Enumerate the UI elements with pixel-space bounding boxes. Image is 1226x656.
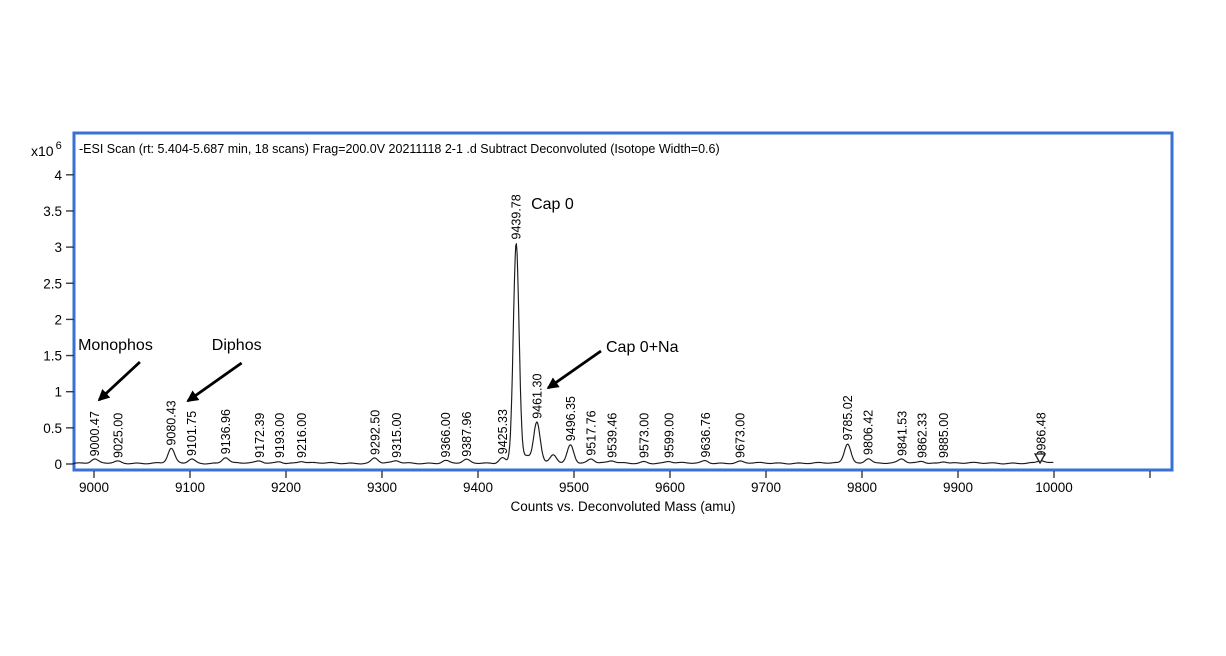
peak-mass-label: 9986.48 xyxy=(1035,412,1049,457)
x-axis-tick-label: 9400 xyxy=(463,480,493,495)
plot-area: 0 0.5 1 1.5 2 2.5 3 3.5 4 9000 9100 9200 9300 9400 950… xyxy=(43,168,1151,495)
plot-frame xyxy=(72,131,1174,472)
peak-mass-label: 9841.53 xyxy=(895,411,909,456)
y-axis-tick-label: 3.5 xyxy=(43,204,62,219)
y-axis-exponent: 6 xyxy=(56,140,62,152)
y-axis-tick-label: 1 xyxy=(54,385,62,400)
peak-mass-label: 9101.75 xyxy=(185,411,199,456)
x-axis-tick-label: 9600 xyxy=(655,480,685,495)
annotation-arrow-diphos xyxy=(186,361,243,403)
peak-mass-label: 9806.42 xyxy=(862,410,876,455)
peak-mass-label: 9366.00 xyxy=(439,412,453,457)
annotation-diphos: Diphos xyxy=(212,337,262,354)
y-axis-tick-label: 4 xyxy=(54,168,62,183)
y-axis-tick-label: 2 xyxy=(54,312,62,327)
peak-mass-label: 9599.00 xyxy=(663,413,677,458)
x-axis-tick-label: 9800 xyxy=(847,480,877,495)
y-axis-multiplier: x10 6 xyxy=(31,140,62,159)
spectrum-trace xyxy=(72,243,1054,465)
peak-mass-label: 9172.39 xyxy=(253,413,267,458)
annotation-cap-0-na: Cap 0+Na xyxy=(606,339,679,356)
y-axis-multiplier-base: x10 xyxy=(31,143,54,159)
annotation-cap-0: Cap 0 xyxy=(531,196,574,213)
x-axis-tick-label: 9900 xyxy=(943,480,973,495)
x-axis-title: Counts vs. Deconvoluted Mass (amu) xyxy=(510,499,735,514)
annotation-arrow-cap-0-na xyxy=(546,349,602,390)
peak-mass-label: 9461.30 xyxy=(530,374,544,419)
peak-mass-label: 9673.00 xyxy=(734,413,748,458)
peak-mass-label: 9193.00 xyxy=(273,413,287,458)
y-axis-tick-label: 0.5 xyxy=(43,421,62,436)
peak-mass-label: 9025.00 xyxy=(112,413,126,458)
y-axis-tick-label: 0 xyxy=(54,457,62,472)
x-axis-tick-label: 9500 xyxy=(559,480,589,495)
peak-mass-label: 9636.76 xyxy=(699,412,713,457)
y-axis-tick-label: 3 xyxy=(54,240,62,255)
peak-mass-label: 9136.96 xyxy=(219,409,233,454)
peak-mass-label: 9425.33 xyxy=(496,409,510,454)
x-axis-tick-label: 9700 xyxy=(751,480,781,495)
peak-mass-label: 9216.00 xyxy=(295,413,309,458)
peak-mass-label: 9439.78 xyxy=(510,194,524,239)
y-axis-tick-label: 1.5 xyxy=(43,349,62,364)
x-axis-tick-label: 10000 xyxy=(1035,480,1073,495)
annotation-monophos: Monophos xyxy=(78,337,153,354)
peak-mass-label: 9862.33 xyxy=(915,413,929,458)
peak-mass-label: 9517.76 xyxy=(585,410,599,455)
annotation-arrow-monophos xyxy=(97,360,141,402)
y-axis-tick-label: 2.5 xyxy=(43,276,62,291)
peak-mass-label: 9292.50 xyxy=(368,410,382,455)
peak-mass-label: 9080.43 xyxy=(165,400,179,445)
peak-mass-label: 9315.00 xyxy=(390,413,404,458)
peak-mass-label: 9785.02 xyxy=(841,395,855,440)
peak-mass-label: 9496.35 xyxy=(564,396,578,441)
reference-marker-triangle xyxy=(1033,453,1047,465)
x-axis-tick-label: 9100 xyxy=(175,480,205,495)
scan-title: -ESI Scan (rt: 5.404-5.687 min, 18 scans… xyxy=(79,142,720,156)
peak-mass-label: 9000.47 xyxy=(88,411,102,456)
x-axis-tick-label: 9000 xyxy=(79,480,109,495)
peak-mass-label: 9387.96 xyxy=(460,412,474,457)
peak-mass-label: 9573.00 xyxy=(638,413,652,458)
x-axis-tick-label: 9300 xyxy=(367,480,397,495)
peak-mass-label: 9885.00 xyxy=(937,413,951,458)
x-axis-tick-label: 9200 xyxy=(271,480,301,495)
peak-mass-label: 9539.46 xyxy=(605,413,619,458)
